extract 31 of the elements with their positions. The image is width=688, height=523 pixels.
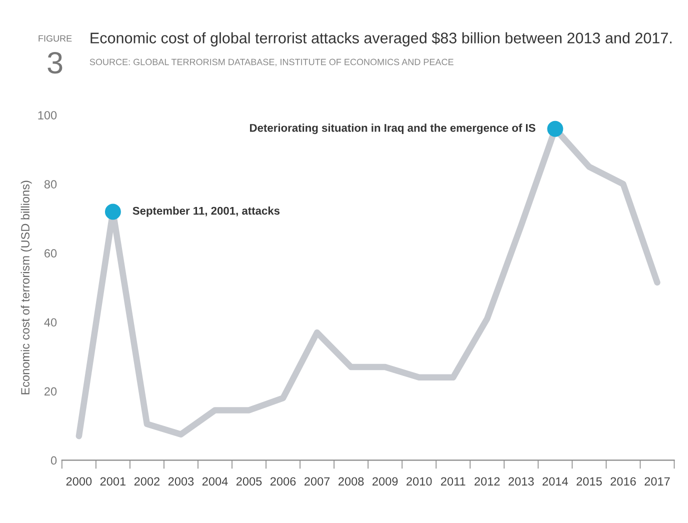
x-tick-label: 2005 bbox=[236, 477, 262, 486]
annotation: September 11, 2001, attacks bbox=[132, 206, 280, 217]
x-tick-label: 2008 bbox=[338, 477, 364, 486]
x-tick-label: 2003 bbox=[168, 477, 194, 486]
text: 3 bbox=[48, 52, 62, 74]
text: FIGURE bbox=[38, 35, 72, 42]
y-tick-label: 20 bbox=[44, 387, 57, 396]
x-tick-label: 2017 bbox=[644, 477, 670, 486]
x-tick-label: 2002 bbox=[134, 477, 160, 486]
x-tick-label: 2015 bbox=[576, 477, 602, 486]
x-tick-label: 2010 bbox=[406, 477, 432, 486]
y-tick-label: 100 bbox=[38, 111, 57, 120]
x-tick-label: 2016 bbox=[610, 477, 636, 486]
x-tick-label: 2006 bbox=[270, 477, 296, 486]
y-tick-label: 80 bbox=[44, 180, 57, 188]
x-tick-label: 2011 bbox=[441, 477, 466, 486]
x-tick-label: 2009 bbox=[372, 477, 398, 486]
y-tick-label: 60 bbox=[44, 249, 57, 258]
x-tick-label: 2001 bbox=[100, 477, 126, 486]
y-tick-label: 40 bbox=[44, 318, 57, 327]
y-axis-title: Economic cost of terrorism (USD billions) bbox=[20, 180, 32, 394]
x-tick-label: 2012 bbox=[474, 477, 500, 486]
x-tick-label: 2004 bbox=[202, 477, 228, 486]
y-tick-label: 0 bbox=[50, 456, 57, 465]
x-tick-label: 2007 bbox=[304, 477, 330, 486]
x-tick-label: 2013 bbox=[508, 477, 534, 486]
chart-title: Economic cost of global terrorist attacks averaged $83 billion between 2013 and 2017. bbox=[90, 32, 672, 46]
annotation: Deteriorating situation in Iraq and the emergence of IS bbox=[250, 124, 536, 134]
source-note: SOURCE: GLOBAL TERRORISM DATABASE, INSTITUTE OF ECONOMICS AND PEACE bbox=[90, 58, 454, 66]
x-tick-label: 2014 bbox=[542, 477, 568, 486]
x-tick-label: 2000 bbox=[66, 477, 92, 486]
